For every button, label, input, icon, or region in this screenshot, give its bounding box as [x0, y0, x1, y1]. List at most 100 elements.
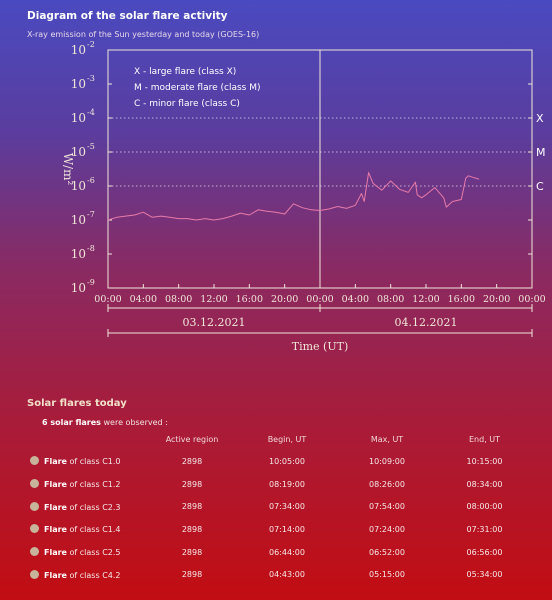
- y-tick-label: 10: [71, 111, 86, 125]
- flare-dot-icon: [30, 456, 39, 466]
- flare-end: 08:34:00: [466, 479, 503, 489]
- flare-row: Flare of class C2.5 2898 06:44:00 06:52:00 0…: [27, 541, 532, 564]
- flare-begin: 07:34:00: [269, 502, 305, 512]
- flare-dot-icon: [30, 569, 39, 579]
- x-tick-label: 00:00: [94, 294, 121, 305]
- legend-item: C - minor flare (class C): [134, 99, 240, 109]
- flares-count-rest: were observed :: [103, 418, 168, 427]
- flare-name: Flare of class C1.2: [27, 473, 147, 496]
- flare-row: Flare of class C1.2 2898 08:19:00 08:26:00 0…: [27, 473, 532, 496]
- flare-end: 06:56:00: [466, 547, 503, 557]
- flare-of-class: of class: [69, 480, 100, 490]
- flare-row: Flare of class C4.2 2898 04:43:00 05:15:00 0…: [27, 563, 532, 586]
- flare-word: Flare: [44, 457, 67, 467]
- x-tick-label: 00:00: [518, 294, 545, 305]
- y-tick-label: 10: [71, 145, 86, 159]
- flare-class: C1.2: [102, 480, 121, 490]
- x-tick-label: 04:00: [342, 294, 369, 305]
- flare-of-class: of class: [69, 502, 100, 512]
- flare-max: 10:09:00: [369, 456, 405, 466]
- x-tick-label: 16:00: [236, 294, 263, 305]
- flare-end: 05:34:00: [466, 570, 503, 580]
- y-tick-exponent: -8: [87, 244, 95, 253]
- x-axis-label: Time (UT): [292, 340, 348, 353]
- y-tick-label: 10: [71, 247, 86, 261]
- x-tick-label: 16:00: [448, 294, 475, 305]
- y-tick-exponent: -3: [87, 74, 95, 83]
- x-tick-label: 12:00: [412, 294, 439, 305]
- flare-of-class: of class: [69, 570, 100, 580]
- flare-end: 07:31:00: [466, 524, 503, 534]
- flare-row: Flare of class C1.0 2898 10:05:00 10:09:00 1…: [27, 450, 532, 473]
- page-subtitle: X-ray emission of the Sun yesterday and …: [27, 30, 260, 39]
- flares-count: 6 solar flares were observed :: [42, 418, 168, 427]
- col-max: Max, UT: [370, 434, 404, 444]
- flare-region: 2898: [181, 547, 203, 557]
- y-tick-exponent: -4: [87, 108, 95, 117]
- flare-region: 2898: [181, 570, 203, 580]
- flare-class: C1.0: [102, 457, 121, 467]
- flare-region: 2898: [181, 456, 203, 466]
- flare-begin: 10:05:00: [269, 456, 305, 466]
- y-tick-exponent: -5: [87, 142, 95, 151]
- flare-max: 05:15:00: [369, 570, 405, 580]
- flare-name: Flare of class C1.0: [27, 450, 147, 473]
- y-tick-label: 10: [71, 43, 86, 57]
- x-tick-label: 00:00: [306, 294, 333, 305]
- flare-name: Flare of class C2.3: [27, 495, 147, 518]
- page-title: Diagram of the solar flare activity: [27, 10, 228, 22]
- x-tick-label: 20:00: [271, 294, 298, 305]
- flare-word: Flare: [44, 480, 67, 490]
- y-axis-label: W/m²: [61, 153, 75, 186]
- col-begin: Begin, UT: [267, 434, 307, 444]
- flare-dot-icon: [30, 501, 39, 511]
- flare-class: C4.2: [102, 570, 121, 580]
- flare-dot-icon: [30, 547, 39, 557]
- col-end: End, UT: [468, 434, 501, 444]
- day-label: 03.12.2021: [183, 316, 246, 329]
- y-tick-label: 10: [71, 213, 86, 227]
- flare-word: Flare: [44, 548, 67, 558]
- flare-max: 07:24:00: [369, 524, 405, 534]
- y-tick-label: 10: [71, 179, 86, 193]
- y-tick-exponent: -9: [87, 278, 95, 287]
- flares-table-header: Active region Begin, UT Max, UT End, UT: [27, 428, 532, 450]
- flare-row: Flare of class C2.3 2898 07:34:00 07:54:00 0…: [27, 495, 532, 518]
- flare-of-class: of class: [69, 525, 100, 535]
- y-tick-exponent: -6: [87, 176, 95, 185]
- flare-max: 08:26:00: [369, 479, 405, 489]
- flares-section-title: Solar flares today: [27, 398, 127, 409]
- flare-region: 2898: [181, 524, 203, 534]
- flares-count-bold: 6 solar flares: [42, 418, 101, 427]
- flare-region: 2898: [181, 479, 203, 489]
- flare-word: Flare: [44, 570, 67, 580]
- flare-word: Flare: [44, 525, 67, 535]
- flare-class: C2.3: [102, 502, 121, 512]
- flare-class: C1.4: [102, 525, 121, 535]
- col-active-region: Active region: [165, 434, 219, 444]
- legend-item: M - moderate flare (class M): [134, 83, 260, 93]
- flare-name: Flare of class C2.5: [27, 541, 147, 564]
- flare-max: 07:54:00: [369, 502, 405, 512]
- flare-begin: 07:14:00: [269, 524, 305, 534]
- flare-name: Flare of class C1.4: [27, 518, 147, 541]
- flare-max: 06:52:00: [369, 547, 405, 557]
- x-tick-label: 20:00: [483, 294, 510, 305]
- flare-word: Flare: [44, 502, 67, 512]
- class-label-c: C: [536, 180, 544, 193]
- flare-end: 08:00:00: [466, 502, 503, 512]
- flare-class: C2.5: [102, 548, 121, 558]
- class-label-m: M: [536, 146, 546, 159]
- flare-region: 2898: [181, 502, 203, 512]
- legend-item: X - large flare (class X): [134, 67, 236, 77]
- day-label: 04.12.2021: [395, 316, 458, 329]
- xray-flux-line: [107, 172, 480, 221]
- class-label-x: X: [536, 112, 544, 125]
- x-tick-label: 04:00: [130, 294, 157, 305]
- x-tick-label: 08:00: [377, 294, 404, 305]
- x-tick-label: 12:00: [200, 294, 227, 305]
- x-tick-label: 08:00: [165, 294, 192, 305]
- flares-table: Active region Begin, UT Max, UT End, UT …: [27, 428, 532, 586]
- y-tick-label: 10: [71, 281, 86, 295]
